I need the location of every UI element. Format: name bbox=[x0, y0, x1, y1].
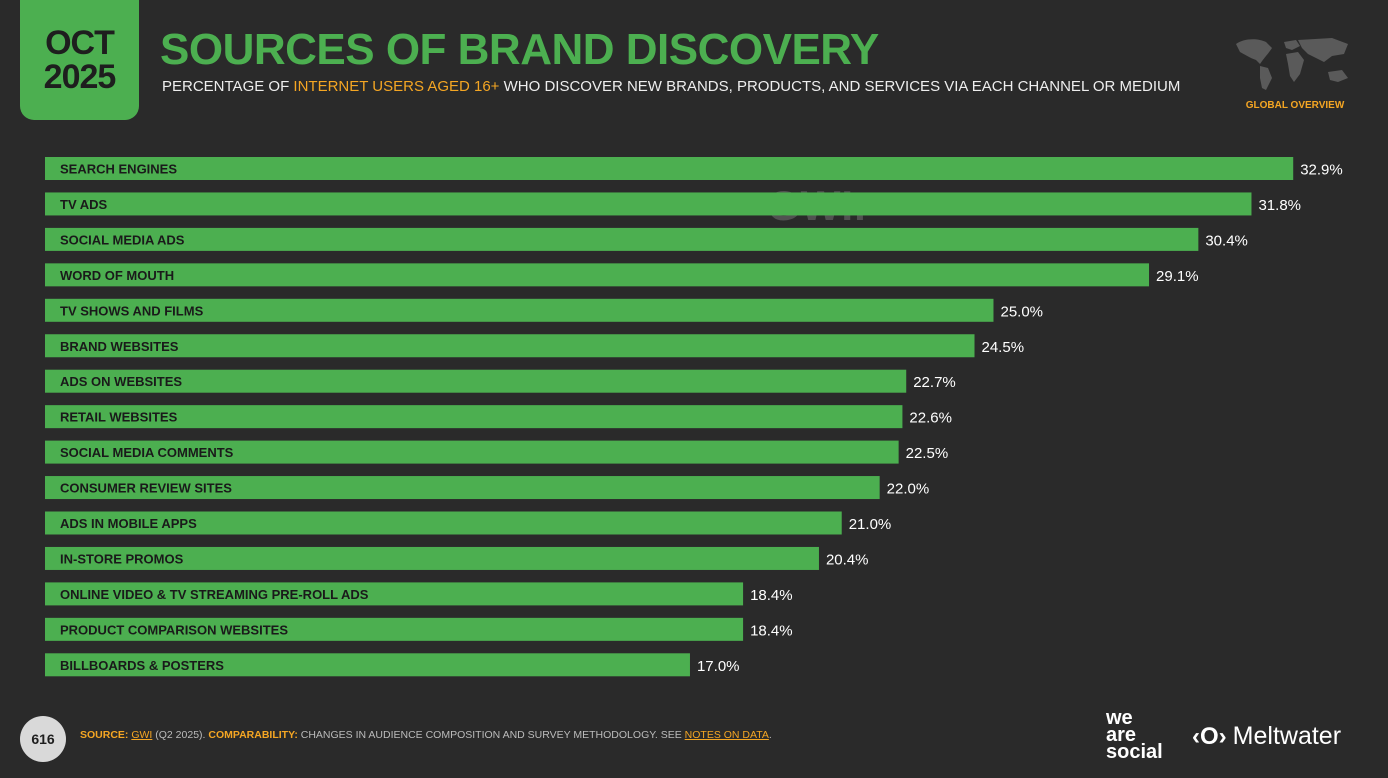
value-label-13: 18.4% bbox=[750, 622, 793, 639]
bar-4 bbox=[45, 298, 994, 322]
category-label-7: RETAIL WEBSITES bbox=[60, 410, 178, 425]
source-link[interactable]: GWI bbox=[131, 729, 153, 741]
bar-3 bbox=[45, 263, 1150, 287]
bar-5 bbox=[45, 334, 975, 358]
value-label-10: 21.0% bbox=[849, 516, 892, 533]
subtitle-suffix: WHO DISCOVER NEW BRANDS, PRODUCTS, AND S… bbox=[499, 78, 1181, 95]
subtitle-prefix: PERCENTAGE OF bbox=[162, 78, 294, 95]
value-label-11: 20.4% bbox=[826, 551, 869, 568]
date-badge: OCT 2025 bbox=[20, 0, 139, 120]
value-label-0: 32.9% bbox=[1300, 162, 1343, 179]
category-label-6: ADS ON WEBSITES bbox=[60, 374, 182, 389]
we-are-social-line3: social bbox=[1106, 741, 1163, 763]
bar-2 bbox=[45, 227, 1199, 251]
source-key: SOURCE: bbox=[80, 729, 129, 741]
region-label: GLOBAL OVERVIEW bbox=[1245, 100, 1345, 111]
category-label-2: SOCIAL MEDIA ADS bbox=[60, 232, 185, 247]
page-subtitle: PERCENTAGE OF INTERNET USERS AGED 16+ WH… bbox=[162, 78, 1180, 95]
bar-1 bbox=[45, 192, 1252, 216]
comparability-text: CHANGES IN AUDIENCE COMPOSITION AND SURV… bbox=[297, 729, 685, 741]
bar-14 bbox=[45, 653, 690, 677]
notes-end: . bbox=[768, 729, 772, 741]
notes-on-data-link[interactable]: NOTES ON DATA bbox=[684, 729, 769, 741]
value-label-14: 17.0% bbox=[697, 658, 740, 675]
category-label-0: SEARCH ENGINES bbox=[60, 162, 177, 177]
category-label-12: ONLINE VIDEO & TV STREAMING PRE-ROLL ADS bbox=[60, 587, 369, 602]
meltwater-wordmark: Meltwater bbox=[1232, 722, 1342, 750]
value-label-2: 30.4% bbox=[1205, 232, 1248, 249]
category-label-9: CONSUMER REVIEW SITES bbox=[60, 481, 232, 496]
category-label-5: BRAND WEBSITES bbox=[60, 339, 179, 354]
meltwater-icon: ‹O› bbox=[1192, 722, 1227, 750]
value-label-5: 24.5% bbox=[982, 339, 1025, 356]
source-text: (Q2 2025). bbox=[152, 729, 209, 741]
bar-6 bbox=[45, 369, 907, 393]
page-title: SOURCES OF BRAND DISCOVERY bbox=[160, 25, 879, 74]
comparability-key: COMPARABILITY: bbox=[208, 729, 298, 741]
category-label-8: SOCIAL MEDIA COMMENTS bbox=[60, 445, 234, 460]
page-number: 616 bbox=[20, 716, 66, 762]
we-are-social-line1: we bbox=[1106, 707, 1133, 729]
bar-10 bbox=[45, 511, 842, 535]
value-label-4: 25.0% bbox=[1000, 303, 1043, 320]
value-label-9: 22.0% bbox=[887, 481, 930, 498]
bar-0 bbox=[45, 157, 1294, 180]
date-month: OCT bbox=[45, 24, 115, 62]
category-label-13: PRODUCT COMPARISON WEBSITES bbox=[60, 622, 288, 637]
date-year: 2025 bbox=[43, 58, 117, 96]
value-label-1: 31.8% bbox=[1258, 197, 1301, 214]
value-label-8: 22.5% bbox=[906, 445, 949, 462]
bar-7 bbox=[45, 405, 903, 429]
we-are-social-logo: we are social bbox=[1106, 707, 1163, 763]
bar-9 bbox=[45, 476, 880, 500]
value-label-7: 22.6% bbox=[909, 410, 952, 427]
value-label-12: 18.4% bbox=[750, 587, 793, 604]
source-note: SOURCE: GWI (Q2 2025). COMPARABILITY: CH… bbox=[80, 729, 772, 741]
we-are-social-line2: are bbox=[1106, 724, 1137, 746]
world-map-icon bbox=[1236, 38, 1348, 90]
meltwater-logo: ‹O› Meltwater bbox=[1192, 722, 1341, 751]
bar-11 bbox=[45, 546, 819, 570]
bar-13 bbox=[45, 617, 744, 641]
category-label-14: BILLBOARDS & POSTERS bbox=[60, 658, 224, 673]
category-label-4: TV SHOWS AND FILMS bbox=[60, 303, 204, 318]
subtitle-highlight: INTERNET USERS AGED 16+ bbox=[293, 78, 500, 95]
value-label-6: 22.7% bbox=[913, 374, 956, 391]
bar-8 bbox=[45, 440, 899, 464]
value-label-3: 29.1% bbox=[1156, 268, 1199, 285]
category-label-3: WORD OF MOUTH bbox=[60, 268, 174, 283]
category-label-11: IN-STORE PROMOS bbox=[60, 551, 184, 566]
category-label-10: ADS IN MOBILE APPS bbox=[60, 516, 197, 531]
category-label-1: TV ADS bbox=[60, 197, 108, 212]
bar-12 bbox=[45, 582, 744, 606]
